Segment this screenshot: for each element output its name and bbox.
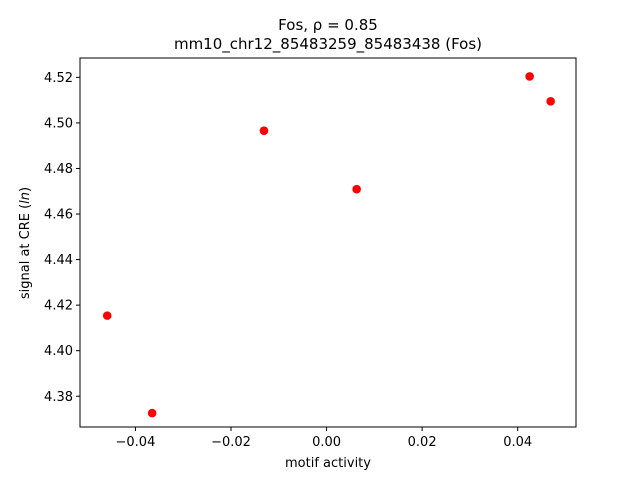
data-point-5 [525, 72, 534, 81]
y-tick-label: 4.44 [44, 253, 73, 268]
x-tick-label: −0.04 [116, 435, 156, 450]
data-point-3 [259, 126, 269, 135]
x-axis-label: motif activity [285, 456, 371, 471]
y-axis-label: signal at CRE (ln) [18, 187, 33, 299]
chart-title-line2: mm10_chr12_85483259_85483438 (Fos) [174, 35, 482, 54]
y-tick-label: 4.48 [44, 162, 73, 177]
y-tick-label: 4.42 [44, 299, 73, 314]
chart-title-line1: Fos, ρ = 0.85 [278, 16, 378, 34]
y-tick-label: 4.38 [44, 390, 73, 405]
x-tick-label: 0.00 [312, 435, 341, 450]
x-tick-label: 0.04 [503, 435, 532, 450]
x-tick-label: −0.02 [211, 435, 251, 450]
y-tick-label: 4.40 [44, 344, 73, 359]
y-tick-label: 4.50 [44, 116, 73, 131]
x-tick-label: 0.02 [408, 435, 437, 450]
y-axis-label-italic: ln [18, 192, 33, 204]
plot-area: −0.04 −0.02 0.00 0.02 0.04 4.38 4.40 4.42 4.44 4.… [44, 57, 577, 450]
y-tick-label: 4.46 [44, 208, 73, 223]
y-axis-label-suffix: ) [18, 187, 33, 192]
data-point-4 [352, 184, 361, 194]
y-tick-label: 4.52 [44, 71, 73, 86]
data-point-6 [546, 96, 555, 106]
plot-frame [79, 57, 577, 428]
data-point-1 [102, 311, 112, 320]
data-point-2 [147, 408, 157, 418]
y-axis-label-prefix: signal at CRE ( [18, 204, 33, 299]
